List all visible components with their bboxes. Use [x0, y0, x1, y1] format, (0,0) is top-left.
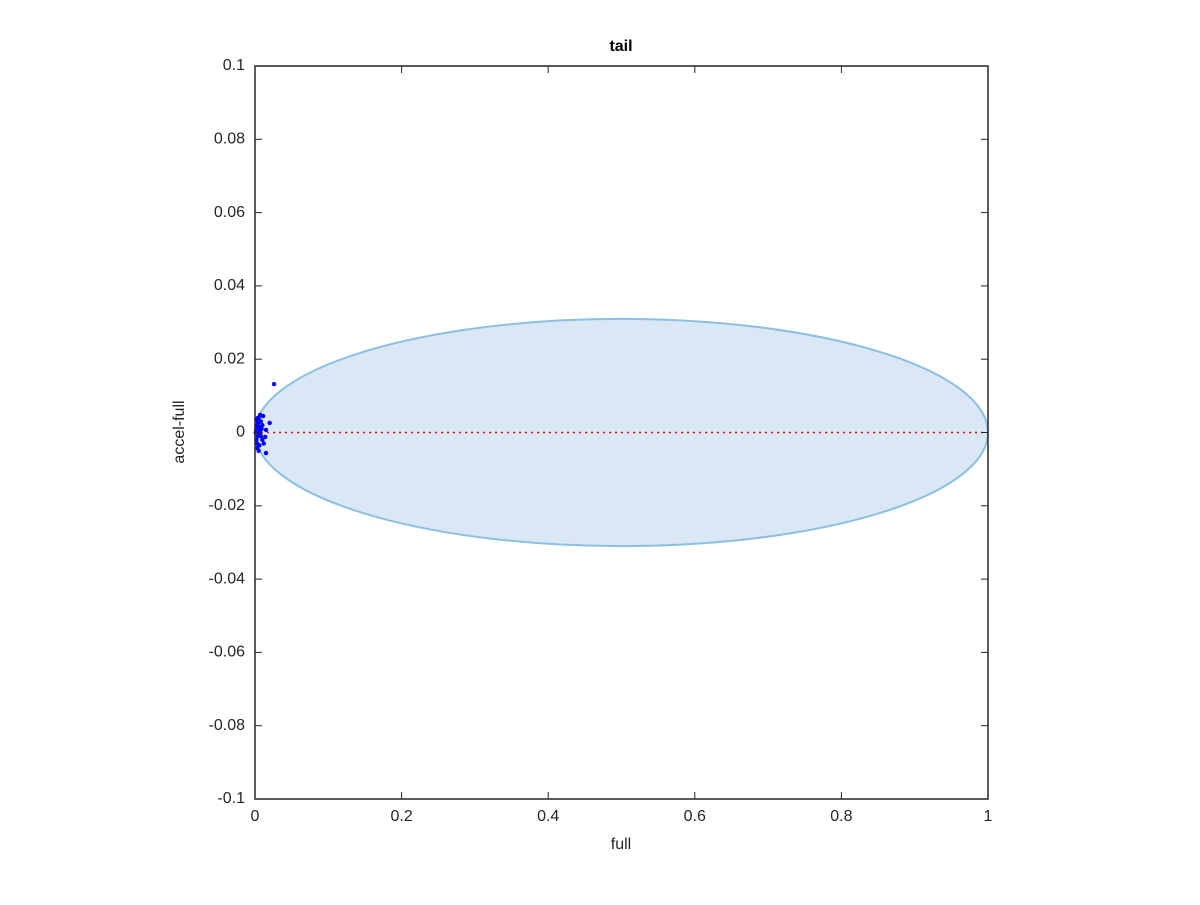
- point: [260, 422, 265, 428]
- x-tick-label: 0.6: [684, 808, 706, 825]
- y-tick-label: -0.04: [209, 570, 246, 587]
- x-tick-label: 0: [251, 808, 260, 825]
- y-axis-label: accel-full: [171, 400, 188, 463]
- x-axis-label: full: [611, 836, 631, 853]
- x-tick-label: 0.8: [830, 808, 852, 825]
- point: [258, 433, 264, 439]
- point: [263, 427, 269, 433]
- y-tick-label: -0.08: [209, 717, 246, 734]
- point: [271, 381, 277, 387]
- point: [260, 437, 265, 443]
- x-tick-label: 0.2: [390, 808, 412, 825]
- point: [257, 428, 263, 433]
- y-tick-label: 0.02: [214, 350, 245, 367]
- chart-title: tail: [609, 38, 632, 55]
- y-tick-label: -0.06: [209, 644, 246, 661]
- y-tick-label: 0: [236, 424, 245, 441]
- y-tick-label: -0.1: [217, 790, 245, 807]
- point: [254, 445, 260, 451]
- y-tick-label: 0.1: [223, 57, 245, 74]
- point: [267, 420, 272, 426]
- y-tick-label: -0.02: [209, 497, 246, 514]
- point: [263, 450, 269, 456]
- y-tick-label: 0.08: [214, 131, 245, 148]
- y-tick-label: 0.06: [214, 204, 245, 221]
- point: [256, 416, 261, 421]
- point: [255, 421, 261, 426]
- y-tick-label: 0.04: [214, 277, 245, 294]
- point: [261, 441, 266, 446]
- x-tick-label: 1: [984, 808, 993, 825]
- point: [263, 434, 268, 440]
- x-tick-label: 0.4: [537, 808, 559, 825]
- point: [260, 413, 266, 419]
